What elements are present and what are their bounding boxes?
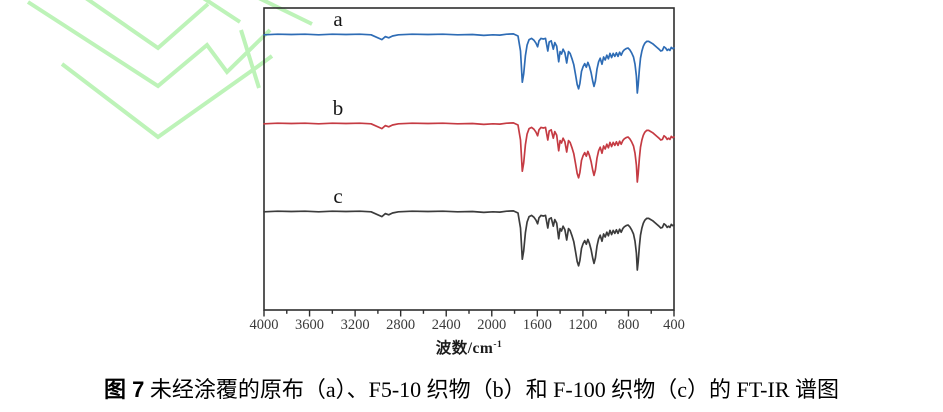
x-tick-label: 2800 (386, 317, 415, 333)
series-label-a: a (333, 7, 343, 31)
x-axis-title: 波数/cm-1 (264, 336, 674, 358)
x-tick-label: 2000 (477, 317, 506, 333)
x-axis-title-base: 波数/cm (435, 340, 494, 357)
watermark-stroke (85, 0, 210, 51)
figure-caption: 图 7 未经涂覆的原布（a）、F5-10 织物（b）和 F-100 织物（c）的… (0, 372, 943, 404)
x-axis-title-superscript: -1 (493, 339, 503, 350)
caption-body: 未经涂覆的原布（a）、F5-10 织物（b）和 F-100 织物（c）的 FT-… (144, 377, 839, 402)
x-tick-label: 400 (663, 317, 685, 333)
spectrum-curve-b (263, 122, 675, 183)
watermark-stroke (239, 29, 261, 89)
spectrum-curve-a (263, 33, 675, 94)
x-tick-label: 3600 (295, 317, 324, 333)
x-tick-label: 1200 (568, 317, 597, 333)
spectrum-curve-c (263, 210, 675, 271)
series-label-b: b (333, 96, 344, 120)
series-label-c: c (333, 184, 342, 208)
watermark-stroke (258, 0, 313, 26)
watermark-stroke (26, 0, 272, 89)
watermark-stroke (202, 0, 242, 24)
x-tick-label: 1600 (523, 317, 552, 333)
x-tick-label: 800 (618, 317, 640, 333)
ftir-chart: 4000 3600 3200 2800 2400 2000 1600 1200 800 400 a b… (250, 7, 685, 333)
x-tick-label: 3200 (341, 317, 370, 333)
x-tick-label: 2400 (432, 317, 461, 333)
x-tick-label: 4000 (250, 317, 279, 333)
caption-figure-number: 图 7 (104, 377, 145, 402)
